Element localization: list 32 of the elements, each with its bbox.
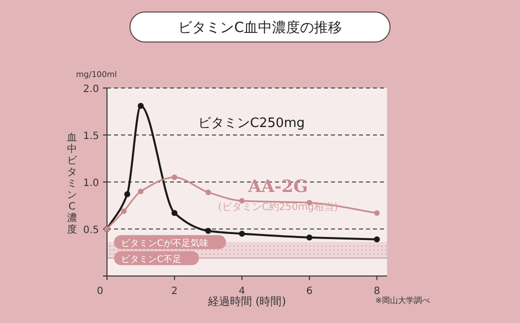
ref-line-label: ビタミンC不足 — [121, 254, 182, 266]
point — [124, 191, 130, 198]
point — [238, 230, 245, 237]
chart-title: ビタミンC血中濃度の推移 — [178, 20, 342, 36]
text: 血中ビタミンC濃度 — [67, 132, 77, 236]
point — [121, 208, 127, 214]
band-label: ビタミンCが不足気味 — [121, 238, 208, 250]
point — [205, 228, 212, 234]
y-tick-label: 2.0 — [83, 84, 99, 95]
text: mg/100ml — [76, 70, 117, 79]
x-tick-label: 2 — [171, 286, 178, 297]
point — [374, 236, 380, 242]
y-tick-label: 0.5 — [83, 225, 99, 236]
series-label: AA-2G — [247, 177, 308, 197]
x-tick-label: 8 — [374, 286, 380, 297]
point — [171, 210, 178, 216]
point — [138, 102, 144, 109]
text: ※岡山大学調べ — [375, 296, 430, 305]
x-tick-label: 0 — [96, 286, 104, 297]
annotation: (ビタミンC約250mg相当) — [218, 201, 338, 213]
x-tick-label: 4 — [238, 286, 246, 297]
text: ビタミンC250mg — [198, 116, 305, 131]
y-tick-label: 1.0 — [83, 178, 99, 189]
y-tick-label: 1.5 — [83, 131, 99, 142]
point — [239, 198, 245, 204]
point — [172, 174, 178, 180]
point — [306, 234, 312, 240]
point — [138, 188, 144, 194]
point — [374, 210, 380, 216]
x-tick-label: 6 — [306, 286, 313, 297]
x-axis-title: 経過時間 (時間) — [206, 295, 286, 308]
point — [205, 190, 212, 196]
